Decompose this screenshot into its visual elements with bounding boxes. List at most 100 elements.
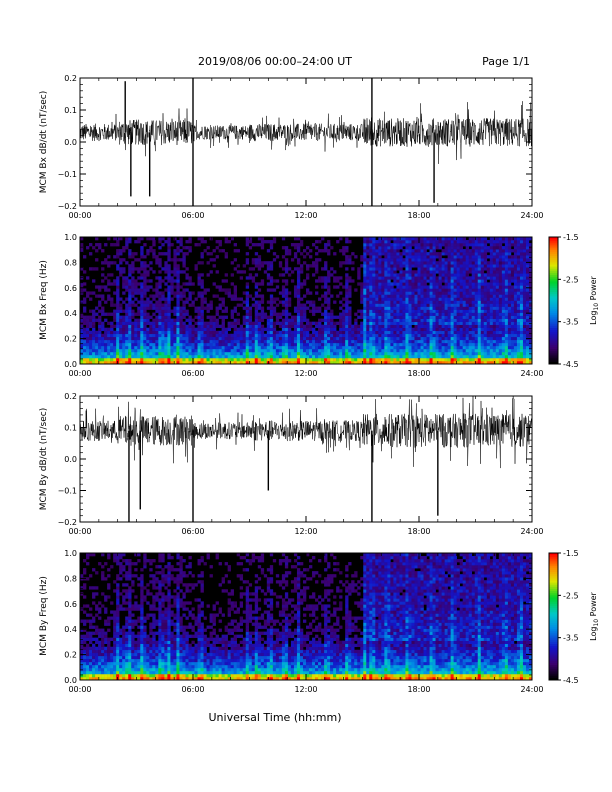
spectrogram-cell <box>170 333 174 338</box>
spectrogram-cell <box>507 330 512 335</box>
spectrogram-cell <box>164 288 168 292</box>
spectrogram-cell <box>507 294 512 298</box>
spectrogram-cell <box>257 318 262 322</box>
spectrogram-cell <box>197 324 201 329</box>
spectrogram-cell <box>176 258 180 262</box>
spectrogram-cell <box>119 273 123 277</box>
spectrogram-cell <box>372 348 376 353</box>
spectrogram-cell <box>483 324 488 329</box>
spectrogram-cell <box>245 339 250 344</box>
spectrogram-cell <box>447 261 451 265</box>
spectrogram-cell <box>125 285 129 289</box>
spectrogram-cell <box>330 348 334 353</box>
spectrogram-cell <box>263 315 268 319</box>
spectrogram-cell <box>426 345 430 350</box>
spectrogram-cell <box>306 321 310 325</box>
spectrogram-cell <box>312 354 316 359</box>
spectrogram-cell <box>390 276 394 280</box>
spectrogram-cell <box>405 273 409 277</box>
spectrogram-cell <box>507 303 512 307</box>
spectrogram-cell <box>140 333 144 338</box>
spectrogram-cell <box>450 246 454 250</box>
spectrogram-cell <box>260 282 265 286</box>
spectrogram-cell <box>257 243 262 247</box>
spectrogram-cell <box>384 333 388 338</box>
spectrogram-cell <box>233 345 237 350</box>
spectrogram-cell <box>528 330 533 335</box>
spectrogram-cell <box>188 333 192 338</box>
spectrogram-cell <box>194 351 198 356</box>
spectrogram-cell <box>266 267 271 271</box>
spectrogram-cell <box>333 276 337 280</box>
spectrogram-cell <box>414 249 418 253</box>
spectrogram-cell <box>471 282 476 286</box>
spectrogram-cell <box>299 318 304 322</box>
spectrogram-cell <box>209 318 213 322</box>
spectrogram-cell <box>269 321 274 325</box>
spectrogram-cell <box>468 324 473 329</box>
spectrogram-cell <box>402 324 406 329</box>
spectrogram-cell <box>366 348 370 353</box>
spectrogram-cell <box>200 330 204 335</box>
spectrogram-cell <box>158 303 162 307</box>
spectrogram-cell <box>194 342 198 347</box>
spectrogram-cell <box>251 276 256 280</box>
spectrogram-cell <box>152 237 156 241</box>
spectrogram-cell <box>233 318 237 322</box>
spectrogram-cell <box>137 282 141 286</box>
spectrogram-cell <box>197 339 201 344</box>
spectrogram-cell <box>420 315 424 319</box>
spectrogram-cell <box>387 303 391 307</box>
spectrogram-cell <box>390 351 394 356</box>
x-tick-label: 18:00 <box>407 369 430 378</box>
spectrogram-cell <box>459 297 463 301</box>
spectrogram-cell <box>525 270 530 274</box>
spectrogram-cell <box>495 333 500 338</box>
spectrogram-cell <box>95 312 99 316</box>
spectrogram-cell <box>200 309 204 313</box>
spectrogram-cell <box>161 306 165 310</box>
spectrogram-cell <box>375 345 379 350</box>
y-tick-label: 0.2 <box>64 74 77 83</box>
spectrogram-cell <box>429 336 433 341</box>
spectrogram-cell <box>170 336 174 341</box>
spectrogram-cell <box>342 321 346 325</box>
spectrogram-cell <box>387 276 391 280</box>
spectrogram-cell <box>215 333 219 338</box>
spectrogram-cell <box>143 336 147 341</box>
spectrogram-cell <box>92 330 96 335</box>
spectrogram-cell <box>450 240 454 244</box>
spectrogram-cell <box>293 294 298 298</box>
spectrogram-cell <box>296 321 301 325</box>
spectrogram-cell <box>462 288 466 292</box>
spectrogram-cell <box>474 300 479 304</box>
spectrogram-cell <box>468 258 473 262</box>
spectrogram-cell <box>260 336 265 341</box>
spectrogram-cell <box>327 279 331 283</box>
spectrogram-cell <box>366 252 370 256</box>
spectrogram-cell <box>438 321 442 325</box>
spectrogram-cell <box>200 303 204 307</box>
spectrogram-cell <box>381 249 385 253</box>
spectrogram-cell <box>435 261 439 265</box>
spectrogram-cell <box>474 270 479 274</box>
spectrogram-cell <box>447 252 451 256</box>
spectrogram-cell <box>290 330 295 335</box>
spectrogram-cell <box>170 354 174 359</box>
spectrogram-cell <box>236 327 240 332</box>
spectrogram-cell <box>480 324 485 329</box>
spectrogram-cell <box>420 288 424 292</box>
spectrogram-cell <box>167 318 171 322</box>
spectrogram-cell <box>384 306 388 310</box>
spectrogram-cell <box>528 345 533 350</box>
spectrogram-cell <box>516 282 521 286</box>
spectrogram-cell <box>80 249 84 253</box>
spectrogram-cell <box>477 336 482 341</box>
spectrogram-cell <box>357 339 361 344</box>
spectrogram-cell <box>477 243 482 247</box>
spectrogram-cell <box>125 276 129 280</box>
spectrogram-cell <box>456 333 460 338</box>
spectrogram-cell <box>414 348 418 353</box>
spectrogram-cell <box>149 306 153 310</box>
spectrogram-cell <box>212 351 216 356</box>
